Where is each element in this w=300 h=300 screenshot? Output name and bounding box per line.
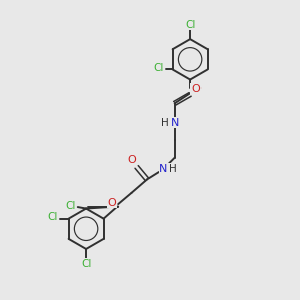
Text: H: H: [161, 118, 169, 128]
Text: Cl: Cl: [65, 201, 76, 211]
Text: Cl: Cl: [185, 20, 195, 30]
Text: O: O: [191, 84, 200, 94]
Text: O: O: [107, 198, 116, 208]
Text: O: O: [127, 155, 136, 165]
Text: O: O: [192, 84, 201, 94]
Text: N: N: [159, 164, 168, 174]
Text: Cl: Cl: [48, 212, 58, 222]
Text: N: N: [170, 118, 179, 128]
Text: H: H: [169, 164, 177, 174]
Text: Cl: Cl: [153, 63, 164, 73]
Text: Cl: Cl: [81, 259, 91, 269]
